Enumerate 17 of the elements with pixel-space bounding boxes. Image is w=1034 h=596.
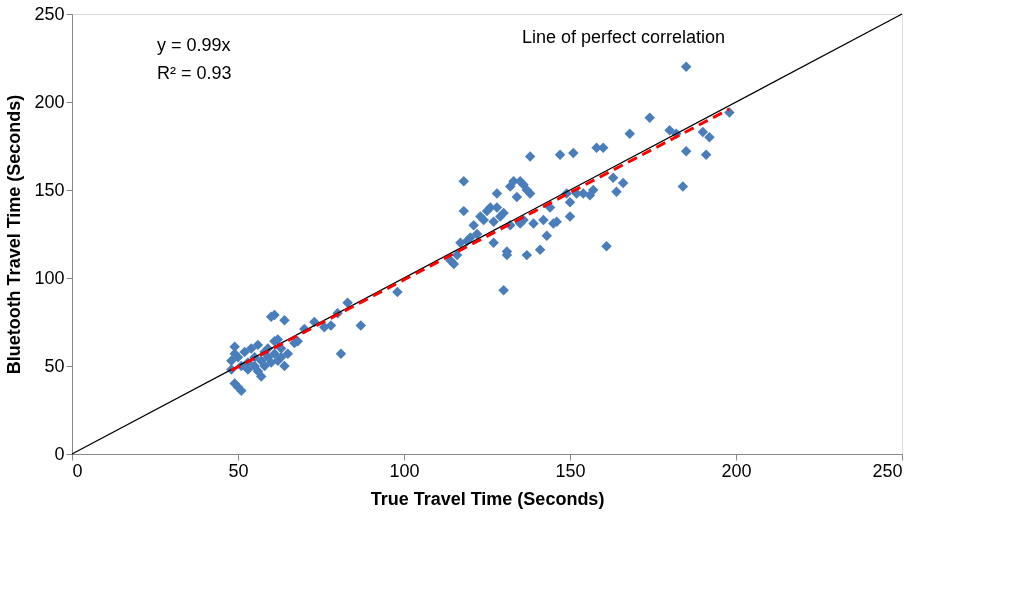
x-tick-label: 50 bbox=[228, 460, 249, 481]
y-tick-label: 250 bbox=[34, 3, 65, 24]
annotation: Line of perfect correlation bbox=[522, 27, 726, 47]
x-axis-title: True Travel Time (Seconds) bbox=[370, 488, 605, 509]
y-axis-title: Bluetooth Travel Time (Seconds) bbox=[4, 94, 25, 375]
y-tick-label: 100 bbox=[34, 267, 65, 288]
annotation: R² = 0.93 bbox=[157, 63, 232, 83]
x-tick-label: 150 bbox=[555, 460, 586, 481]
y-tick-label: 150 bbox=[34, 179, 65, 200]
y-tick-label: 50 bbox=[44, 355, 65, 376]
y-tick-label: 200 bbox=[34, 91, 65, 112]
x-tick-label: 250 bbox=[872, 460, 903, 481]
annotation: y = 0.99x bbox=[157, 35, 231, 55]
y-tick-label: 0 bbox=[54, 443, 65, 464]
x-tick-label: 100 bbox=[389, 460, 420, 481]
x-tick-label: 0 bbox=[72, 460, 83, 481]
x-tick-label: 200 bbox=[721, 460, 752, 481]
